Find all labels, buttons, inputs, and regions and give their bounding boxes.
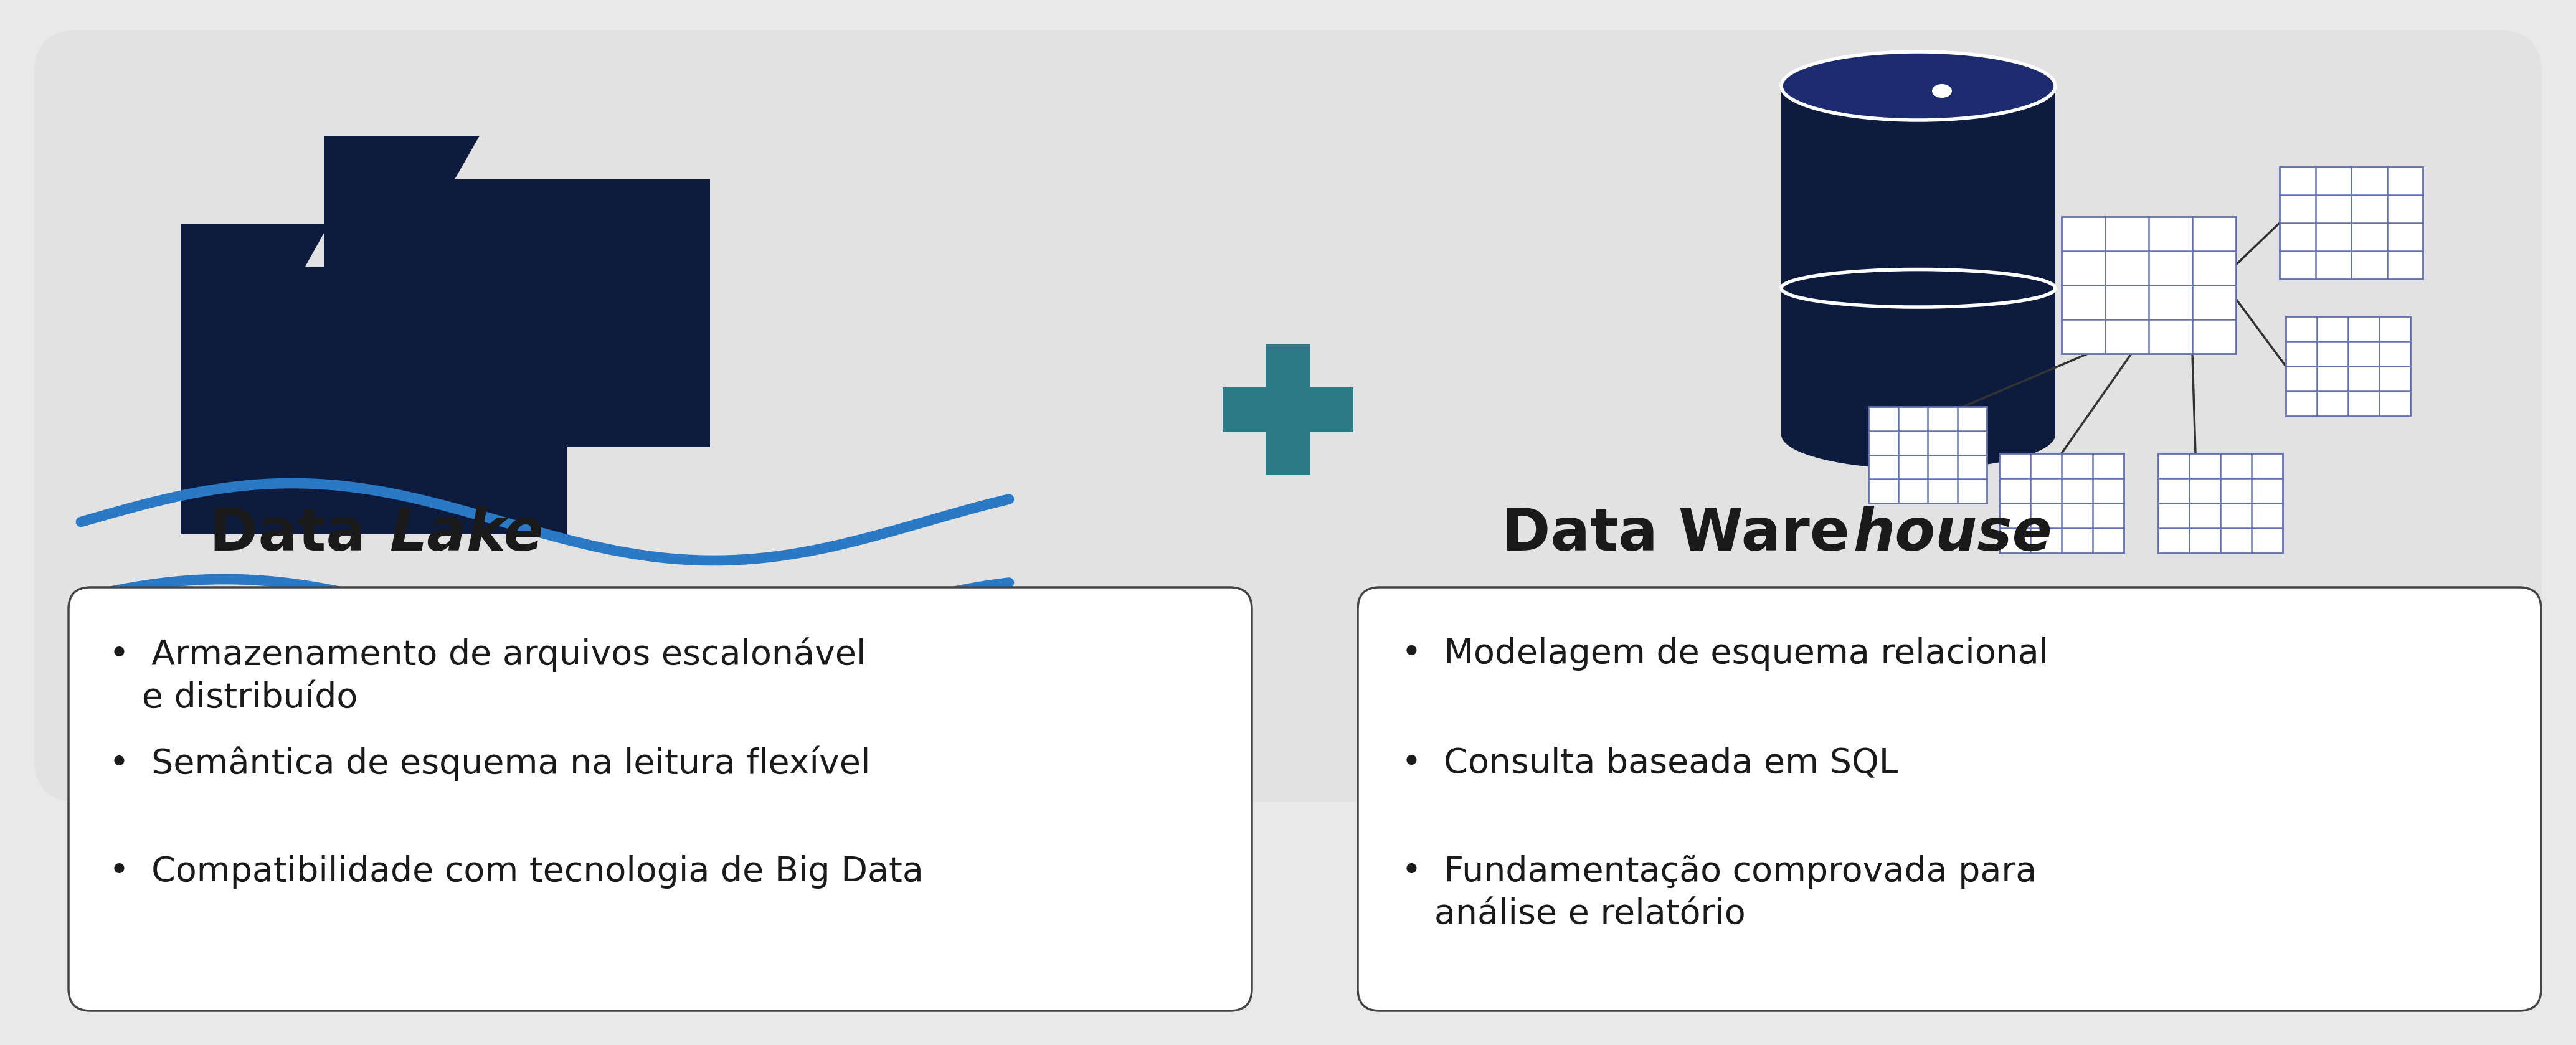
Text: •  Armazenamento de arquivos escalonável
   e distribuído: • Armazenamento de arquivos escalonável … bbox=[108, 637, 866, 715]
Text: •  Consulta baseada em SQL: • Consulta baseada em SQL bbox=[1401, 746, 1899, 780]
Text: •  Compatibilidade com tecnologia de Big Data: • Compatibilidade com tecnologia de Big … bbox=[108, 855, 925, 888]
Polygon shape bbox=[1780, 86, 2056, 435]
Text: •  Semântica de esquema na leitura flexível: • Semântica de esquema na leitura flexív… bbox=[108, 746, 871, 782]
FancyBboxPatch shape bbox=[1868, 407, 1986, 504]
Ellipse shape bbox=[1780, 270, 2056, 307]
FancyBboxPatch shape bbox=[1358, 587, 2540, 1011]
Text: house: house bbox=[1852, 506, 2053, 563]
FancyBboxPatch shape bbox=[1999, 454, 2123, 553]
FancyBboxPatch shape bbox=[2159, 454, 2282, 553]
Text: Data: Data bbox=[209, 506, 386, 563]
Text: •  Fundamentação comprovada para
   análise e relatório: • Fundamentação comprovada para análise … bbox=[1401, 855, 2038, 931]
FancyBboxPatch shape bbox=[2285, 317, 2411, 416]
Polygon shape bbox=[1224, 388, 1352, 433]
FancyBboxPatch shape bbox=[33, 30, 2543, 803]
Ellipse shape bbox=[1932, 84, 1953, 98]
Polygon shape bbox=[180, 225, 330, 266]
Text: Data Ware: Data Ware bbox=[1502, 506, 1850, 563]
Text: •  Modelagem de esquema relacional: • Modelagem de esquema relacional bbox=[1401, 637, 2048, 671]
Polygon shape bbox=[325, 180, 711, 447]
FancyBboxPatch shape bbox=[2061, 216, 2236, 353]
Polygon shape bbox=[1265, 345, 1311, 475]
Polygon shape bbox=[180, 266, 567, 534]
Ellipse shape bbox=[1780, 51, 2056, 120]
FancyBboxPatch shape bbox=[70, 587, 1252, 1011]
Polygon shape bbox=[325, 136, 479, 180]
FancyBboxPatch shape bbox=[2280, 167, 2424, 279]
Ellipse shape bbox=[1780, 400, 2056, 469]
Text: Lake: Lake bbox=[389, 506, 544, 563]
